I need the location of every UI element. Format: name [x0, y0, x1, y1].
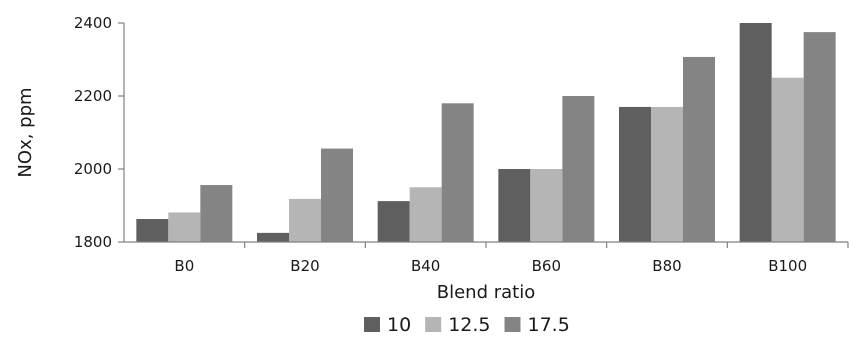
bar-B20-12.5 [289, 198, 321, 242]
legend-swatch-10 [364, 317, 380, 332]
bar-B0-10 [136, 219, 169, 242]
x-tick-label: B0 [174, 257, 194, 275]
legend-label-17.5: 17.5 [528, 314, 570, 336]
legend-swatch-17.5 [504, 317, 521, 332]
legend-label-12.5: 12.5 [448, 314, 490, 336]
bar-B20-10 [257, 232, 289, 242]
y-axis-ticks: 1800 2000 2200 2400 [74, 14, 124, 251]
x-tick-label: B40 [411, 257, 440, 275]
bar-B60-12.5 [530, 169, 563, 242]
bar-B100-17.5 [803, 32, 836, 242]
bar-B100-12.5 [771, 77, 804, 242]
y-tick-label: 2200 [74, 87, 112, 105]
legend-swatch-12.5 [425, 317, 442, 332]
x-tick-label: B20 [290, 257, 319, 275]
y-tick-label: 2000 [74, 160, 112, 178]
bar-B80-12.5 [651, 106, 683, 242]
bar-B60-10 [498, 169, 531, 242]
x-tick-label: B100 [768, 257, 807, 275]
bar-B40-10 [377, 201, 410, 242]
bars-layer [136, 23, 836, 242]
legend-label-10: 10 [387, 314, 411, 336]
bar-B0-17.5 [200, 185, 233, 242]
y-tick-label: 1800 [74, 233, 112, 251]
x-tick-label: B60 [532, 257, 561, 275]
x-tick-label: B80 [652, 257, 681, 275]
bar-B60-17.5 [562, 96, 595, 242]
x-axis-title: Blend ratio [437, 282, 535, 303]
bar-B100-10 [739, 23, 772, 242]
bar-B40-12.5 [409, 187, 442, 242]
x-axis-ticks: B0 B20 B40 B60 B80 B100 [174, 242, 849, 275]
y-axis-title: NOx, ppm [15, 87, 36, 177]
bar-B80-10 [619, 106, 651, 242]
bar-B20-17.5 [321, 148, 353, 242]
y-tick-label: 2400 [74, 14, 112, 32]
bar-B40-17.5 [441, 103, 474, 242]
bar-B0-12.5 [168, 212, 201, 242]
bar-B80-17.5 [683, 56, 715, 242]
legend: 10 12.5 17.5 [364, 314, 570, 336]
